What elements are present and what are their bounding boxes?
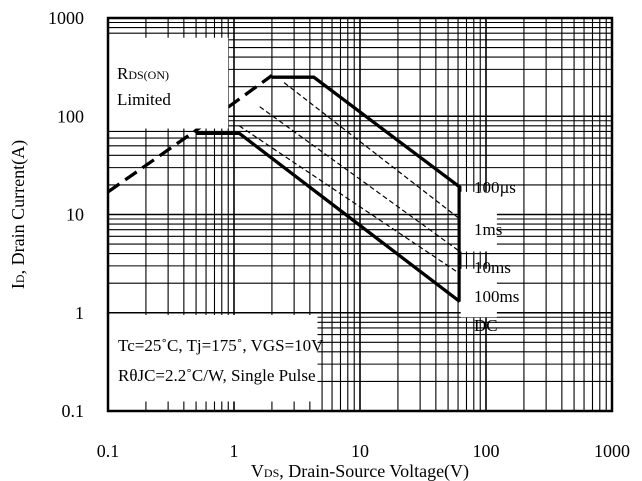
rds-on-label: RDS(ON) — [117, 64, 169, 83]
conditions-background — [108, 314, 318, 402]
x-tick-label: 1 — [230, 441, 239, 461]
x-axis-title: VDS, Drain-Source Voltage(V) — [251, 461, 469, 481]
rds-on-label-main: R — [117, 64, 129, 83]
x-tick-label: 0.1 — [97, 441, 120, 461]
x-axis-title-rest: , Drain-Source Voltage(V) — [279, 461, 469, 481]
curve-label: 100µs — [474, 178, 516, 197]
curve-label: 100ms — [474, 287, 519, 306]
y-tick-label: 100 — [57, 106, 84, 126]
conditions-line-2: RθJC=2.2˚C/W, Single Pulse — [118, 366, 316, 385]
x-tick-label: 10 — [351, 441, 369, 461]
series-line-2 — [283, 82, 461, 220]
x-tick-label: 1000 — [594, 441, 630, 461]
series-line-0 — [107, 74, 273, 194]
y-axis-title: ID, Drain Current(A) — [8, 140, 29, 289]
curve-label-background-lower — [460, 268, 497, 318]
y-axis-title-main: I — [8, 283, 28, 289]
rds-on-label-sub: DS(ON) — [128, 68, 169, 82]
curve-labels: 100µs 1ms 10ms 100ms DC — [474, 178, 519, 335]
y-axis-title-sub: D — [13, 274, 27, 283]
x-axis-title-sub: DS — [264, 466, 279, 480]
x-tick-label: 100 — [473, 441, 500, 461]
x-axis-title-main: V — [251, 461, 264, 481]
tick-labels: 0.1 1 10 100 1000 0.1 1 10 100 1000 — [48, 8, 630, 461]
series-line-3 — [259, 106, 461, 252]
curve-label: 10ms — [474, 258, 511, 277]
curve-label: DC — [474, 316, 498, 335]
rds-label-background — [108, 37, 229, 129]
plot-frame — [106, 16, 614, 413]
y-tick-label: 10 — [66, 205, 84, 225]
y-tick-label: 0.1 — [62, 401, 85, 421]
y-axis-title-rest: , Drain Current(A) — [8, 140, 29, 274]
curves — [107, 74, 462, 303]
curve-label: 1ms — [474, 220, 502, 239]
curve-label-background-upper — [460, 191, 497, 252]
annotation-boxes — [108, 37, 497, 402]
series-line-5 — [196, 131, 461, 303]
series-line-4 — [238, 125, 461, 275]
y-tick-label: 1000 — [48, 8, 84, 28]
series-line-1 — [271, 75, 462, 302]
rds-on-limited-label: Limited — [117, 90, 171, 109]
conditions-line-1: Tc=25˚C, Tj=175˚, VGS=10V — [118, 336, 324, 355]
y-tick-label: 1 — [75, 303, 84, 323]
